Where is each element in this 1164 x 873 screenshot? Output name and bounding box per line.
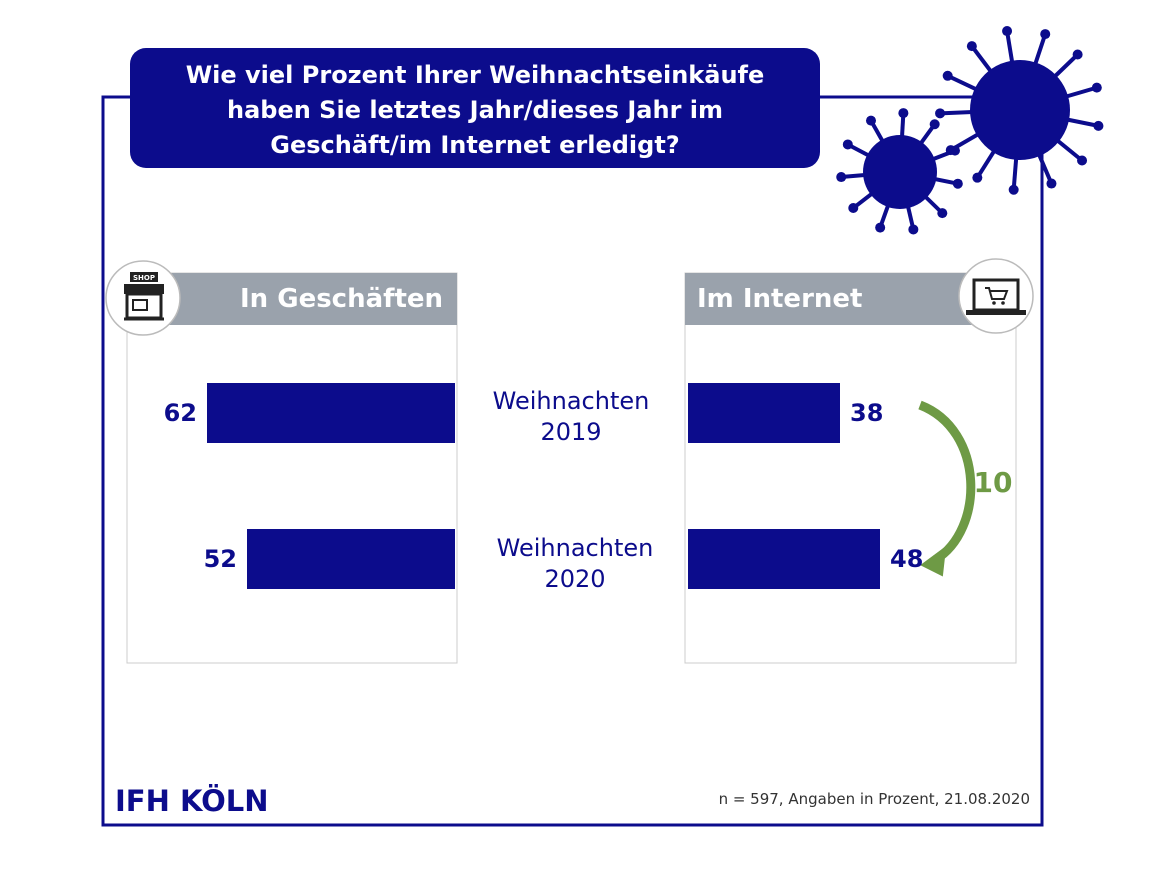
virus-spike-tip: [875, 222, 886, 233]
virus-spike-tip: [1046, 178, 1057, 189]
arrow: [918, 400, 976, 577]
legend-label: Im Internet: [697, 284, 863, 314]
virus-body: [863, 135, 937, 209]
category-label: Weihnachten 2020: [496, 534, 654, 593]
virus-spike-tip: [865, 115, 876, 126]
bar: [688, 529, 880, 589]
virus-spike-tip: [908, 224, 919, 235]
virus-spike-tip: [949, 145, 960, 156]
laptop-icon: [958, 258, 1034, 334]
bar: [207, 383, 455, 443]
legend-label: In Geschäften: [240, 284, 444, 314]
virus-spike-tip: [929, 119, 940, 130]
virus-spike-tip: [952, 178, 963, 189]
virus-spike-tip: [1077, 155, 1088, 166]
panel-header: [127, 273, 457, 325]
bar: [247, 529, 455, 589]
virus-spike-tip: [942, 70, 953, 81]
title-box: [130, 48, 820, 168]
virus-spike-tip: [972, 172, 983, 183]
chart-title: Wie viel Prozent Ihrer Weihnachtseinkäuf…: [185, 61, 765, 159]
virus-spike-tip: [1008, 184, 1019, 195]
footnote: n = 597, Angaben in Prozent, 21.08.2020: [718, 790, 1030, 808]
virus-spike-tip: [1040, 29, 1051, 40]
virus-spike-tip: [836, 172, 847, 183]
virus-spike-tip: [1093, 120, 1104, 131]
virus-spike-tip: [1072, 49, 1083, 60]
brand: IFH KÖLN: [115, 784, 269, 818]
annotation: 10: [974, 466, 1013, 499]
virus-spike-tip: [937, 208, 948, 219]
panel: [684, 272, 1017, 664]
virus-spike-tip: [898, 108, 909, 119]
value-label: 38: [850, 399, 883, 427]
virus-spike-tip: [1091, 82, 1102, 93]
value-label: 52: [204, 545, 237, 573]
virus-decoration: [836, 26, 1104, 235]
virus-spike-tip: [848, 203, 859, 214]
virus-spike-tip: [842, 139, 853, 150]
value-label: 62: [164, 399, 197, 427]
icon-label: SHOP: [133, 274, 155, 282]
virus-spike-tip: [966, 41, 977, 52]
shop-icon: SHOP: [105, 260, 181, 336]
virus-body: [970, 60, 1070, 160]
panel: [126, 272, 458, 664]
category-label: Weihnachten 2019: [492, 387, 650, 446]
virus-spike-tip: [1002, 26, 1013, 37]
value-label: 48: [890, 545, 923, 573]
virus-spike-tip: [935, 108, 946, 119]
bar: [688, 383, 840, 443]
